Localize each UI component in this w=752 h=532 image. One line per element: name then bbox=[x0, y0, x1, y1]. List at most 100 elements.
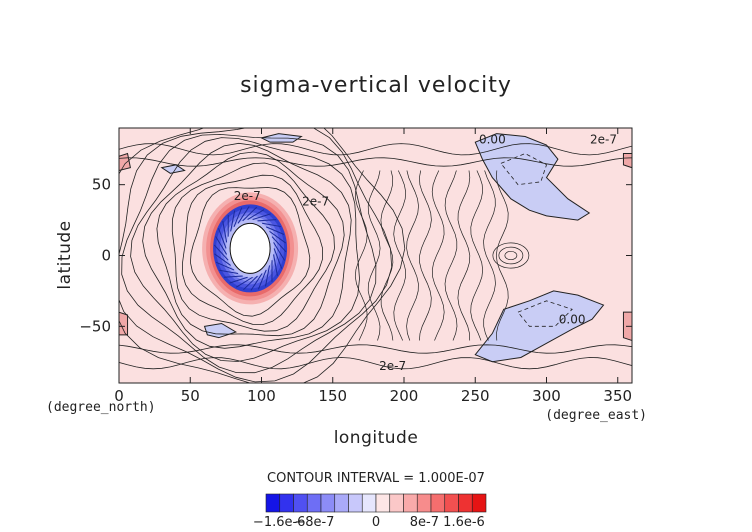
colorbar-swatch bbox=[444, 493, 459, 513]
x-tick-label: 250 bbox=[461, 387, 490, 405]
contour-line bbox=[483, 170, 496, 341]
colorbar-tick-label: −1.6e-6 bbox=[253, 515, 306, 530]
positive-region bbox=[119, 311, 129, 336]
vortex-eye bbox=[229, 222, 271, 274]
x-tick-label: 350 bbox=[603, 387, 632, 405]
x-tick-label: 300 bbox=[532, 387, 561, 405]
colorbar-swatch bbox=[265, 493, 281, 513]
colorbar-tick-label: 0 bbox=[372, 515, 380, 530]
vortex-hatch bbox=[247, 209, 265, 221]
vortex-hatch bbox=[257, 219, 277, 222]
colorbar-tick-label: −8e-7 bbox=[294, 515, 334, 530]
negative-region bbox=[474, 290, 605, 363]
vortex-hatch bbox=[237, 206, 250, 224]
contour-line bbox=[393, 170, 407, 341]
colorbar-swatch bbox=[416, 493, 432, 513]
colorbar-swatch bbox=[293, 493, 308, 513]
vortex-hatch bbox=[229, 276, 248, 284]
vortex-hatch bbox=[257, 269, 267, 290]
contour-line bbox=[457, 170, 471, 341]
contour-label: 2e-7 bbox=[379, 359, 406, 373]
y-axis-title: latitude bbox=[55, 220, 75, 289]
vortex-hatch bbox=[230, 210, 236, 232]
y-tick-label: −50 bbox=[79, 317, 111, 335]
contour-label: 2e-7 bbox=[590, 132, 617, 146]
plot-area: 0.00 2e-7 2e-7 2e-7 2e-7 0.00 bbox=[118, 127, 633, 384]
contour-label: 2e-7 bbox=[234, 189, 261, 203]
contour-label: 2e-7 bbox=[302, 195, 329, 209]
colorbar-tick-label: 1.6e-6 bbox=[443, 515, 485, 530]
colorbar-swatch bbox=[375, 493, 391, 513]
colorbar-swatch bbox=[306, 493, 322, 513]
contour-line bbox=[181, 174, 323, 326]
vortex-hatch bbox=[215, 236, 228, 255]
vortex-hatch bbox=[233, 207, 243, 228]
contour-line bbox=[119, 128, 393, 383]
contour-line bbox=[171, 162, 335, 332]
contour-line bbox=[470, 170, 484, 341]
vortex-hatch bbox=[273, 254, 278, 276]
contour-line bbox=[406, 170, 419, 341]
contour-line bbox=[142, 142, 352, 349]
contour-line bbox=[367, 170, 381, 341]
chart-title: sigma-vertical velocity bbox=[240, 73, 512, 98]
contour-line bbox=[189, 187, 311, 317]
vortex-hatch bbox=[273, 242, 286, 261]
vortex-hatch bbox=[223, 275, 243, 278]
vortex-hatch bbox=[235, 276, 253, 288]
contour-line bbox=[504, 250, 518, 261]
contour-label: 0.00 bbox=[559, 312, 586, 326]
contour-line bbox=[119, 344, 632, 354]
colorbar-swatch bbox=[403, 493, 418, 513]
vortex-hatch bbox=[271, 236, 287, 253]
colorbar-swatch bbox=[320, 493, 336, 513]
colorbar-swatch bbox=[279, 493, 294, 513]
vortex-hatch bbox=[214, 253, 231, 266]
vortex-hatch bbox=[219, 269, 239, 275]
vortex-hatch bbox=[265, 265, 271, 287]
contour-line bbox=[119, 357, 632, 370]
y-unit-label: (degree_north) bbox=[46, 400, 156, 415]
contour-line bbox=[498, 246, 524, 265]
vortex-hatch bbox=[213, 244, 229, 261]
contour-line bbox=[354, 170, 368, 341]
contour-line bbox=[156, 151, 345, 337]
colorbar-swatch bbox=[471, 493, 487, 513]
colorbar-swatch bbox=[430, 493, 446, 513]
vortex-hatch bbox=[215, 261, 235, 271]
colorbar-tick-label: 8e-7 bbox=[410, 515, 439, 530]
vortex-hatch bbox=[242, 206, 258, 222]
positive-region bbox=[622, 153, 632, 169]
x-tick-label: 150 bbox=[318, 387, 347, 405]
vortex-hatch bbox=[243, 275, 258, 291]
colorbar bbox=[265, 493, 487, 513]
x-unit-label: (degree_east) bbox=[545, 408, 647, 423]
contour-line bbox=[130, 137, 360, 362]
contour-line bbox=[431, 170, 445, 341]
y-tick-label: 0 bbox=[101, 247, 111, 265]
contour-interval-text: CONTOUR INTERVAL = 1.000E-07 bbox=[267, 471, 485, 486]
colorbar-swatch bbox=[334, 493, 349, 513]
colorbar-swatch bbox=[389, 493, 404, 513]
negative-region bbox=[474, 133, 591, 221]
contour-line bbox=[492, 242, 530, 269]
x-tick-label: 50 bbox=[181, 387, 200, 405]
x-tick-label: 200 bbox=[390, 387, 419, 405]
vortex-hatch bbox=[262, 222, 281, 228]
contour-line bbox=[419, 170, 432, 341]
contour-line bbox=[444, 170, 458, 341]
y-tick-label: 50 bbox=[92, 176, 111, 194]
vortex-hatch bbox=[222, 220, 228, 243]
vortex-hatch bbox=[250, 273, 263, 291]
colorbar-swatch bbox=[458, 493, 473, 513]
x-axis-title: longitude bbox=[334, 428, 419, 448]
contour-line bbox=[495, 170, 509, 341]
contour-line bbox=[119, 143, 632, 156]
x-tick-label: 100 bbox=[247, 387, 276, 405]
contour-label: 0.00 bbox=[479, 132, 506, 146]
contour-line bbox=[119, 157, 632, 167]
contour-line bbox=[380, 170, 394, 341]
colorbar-swatch bbox=[348, 493, 363, 513]
contour-line-negative bbox=[500, 153, 547, 186]
